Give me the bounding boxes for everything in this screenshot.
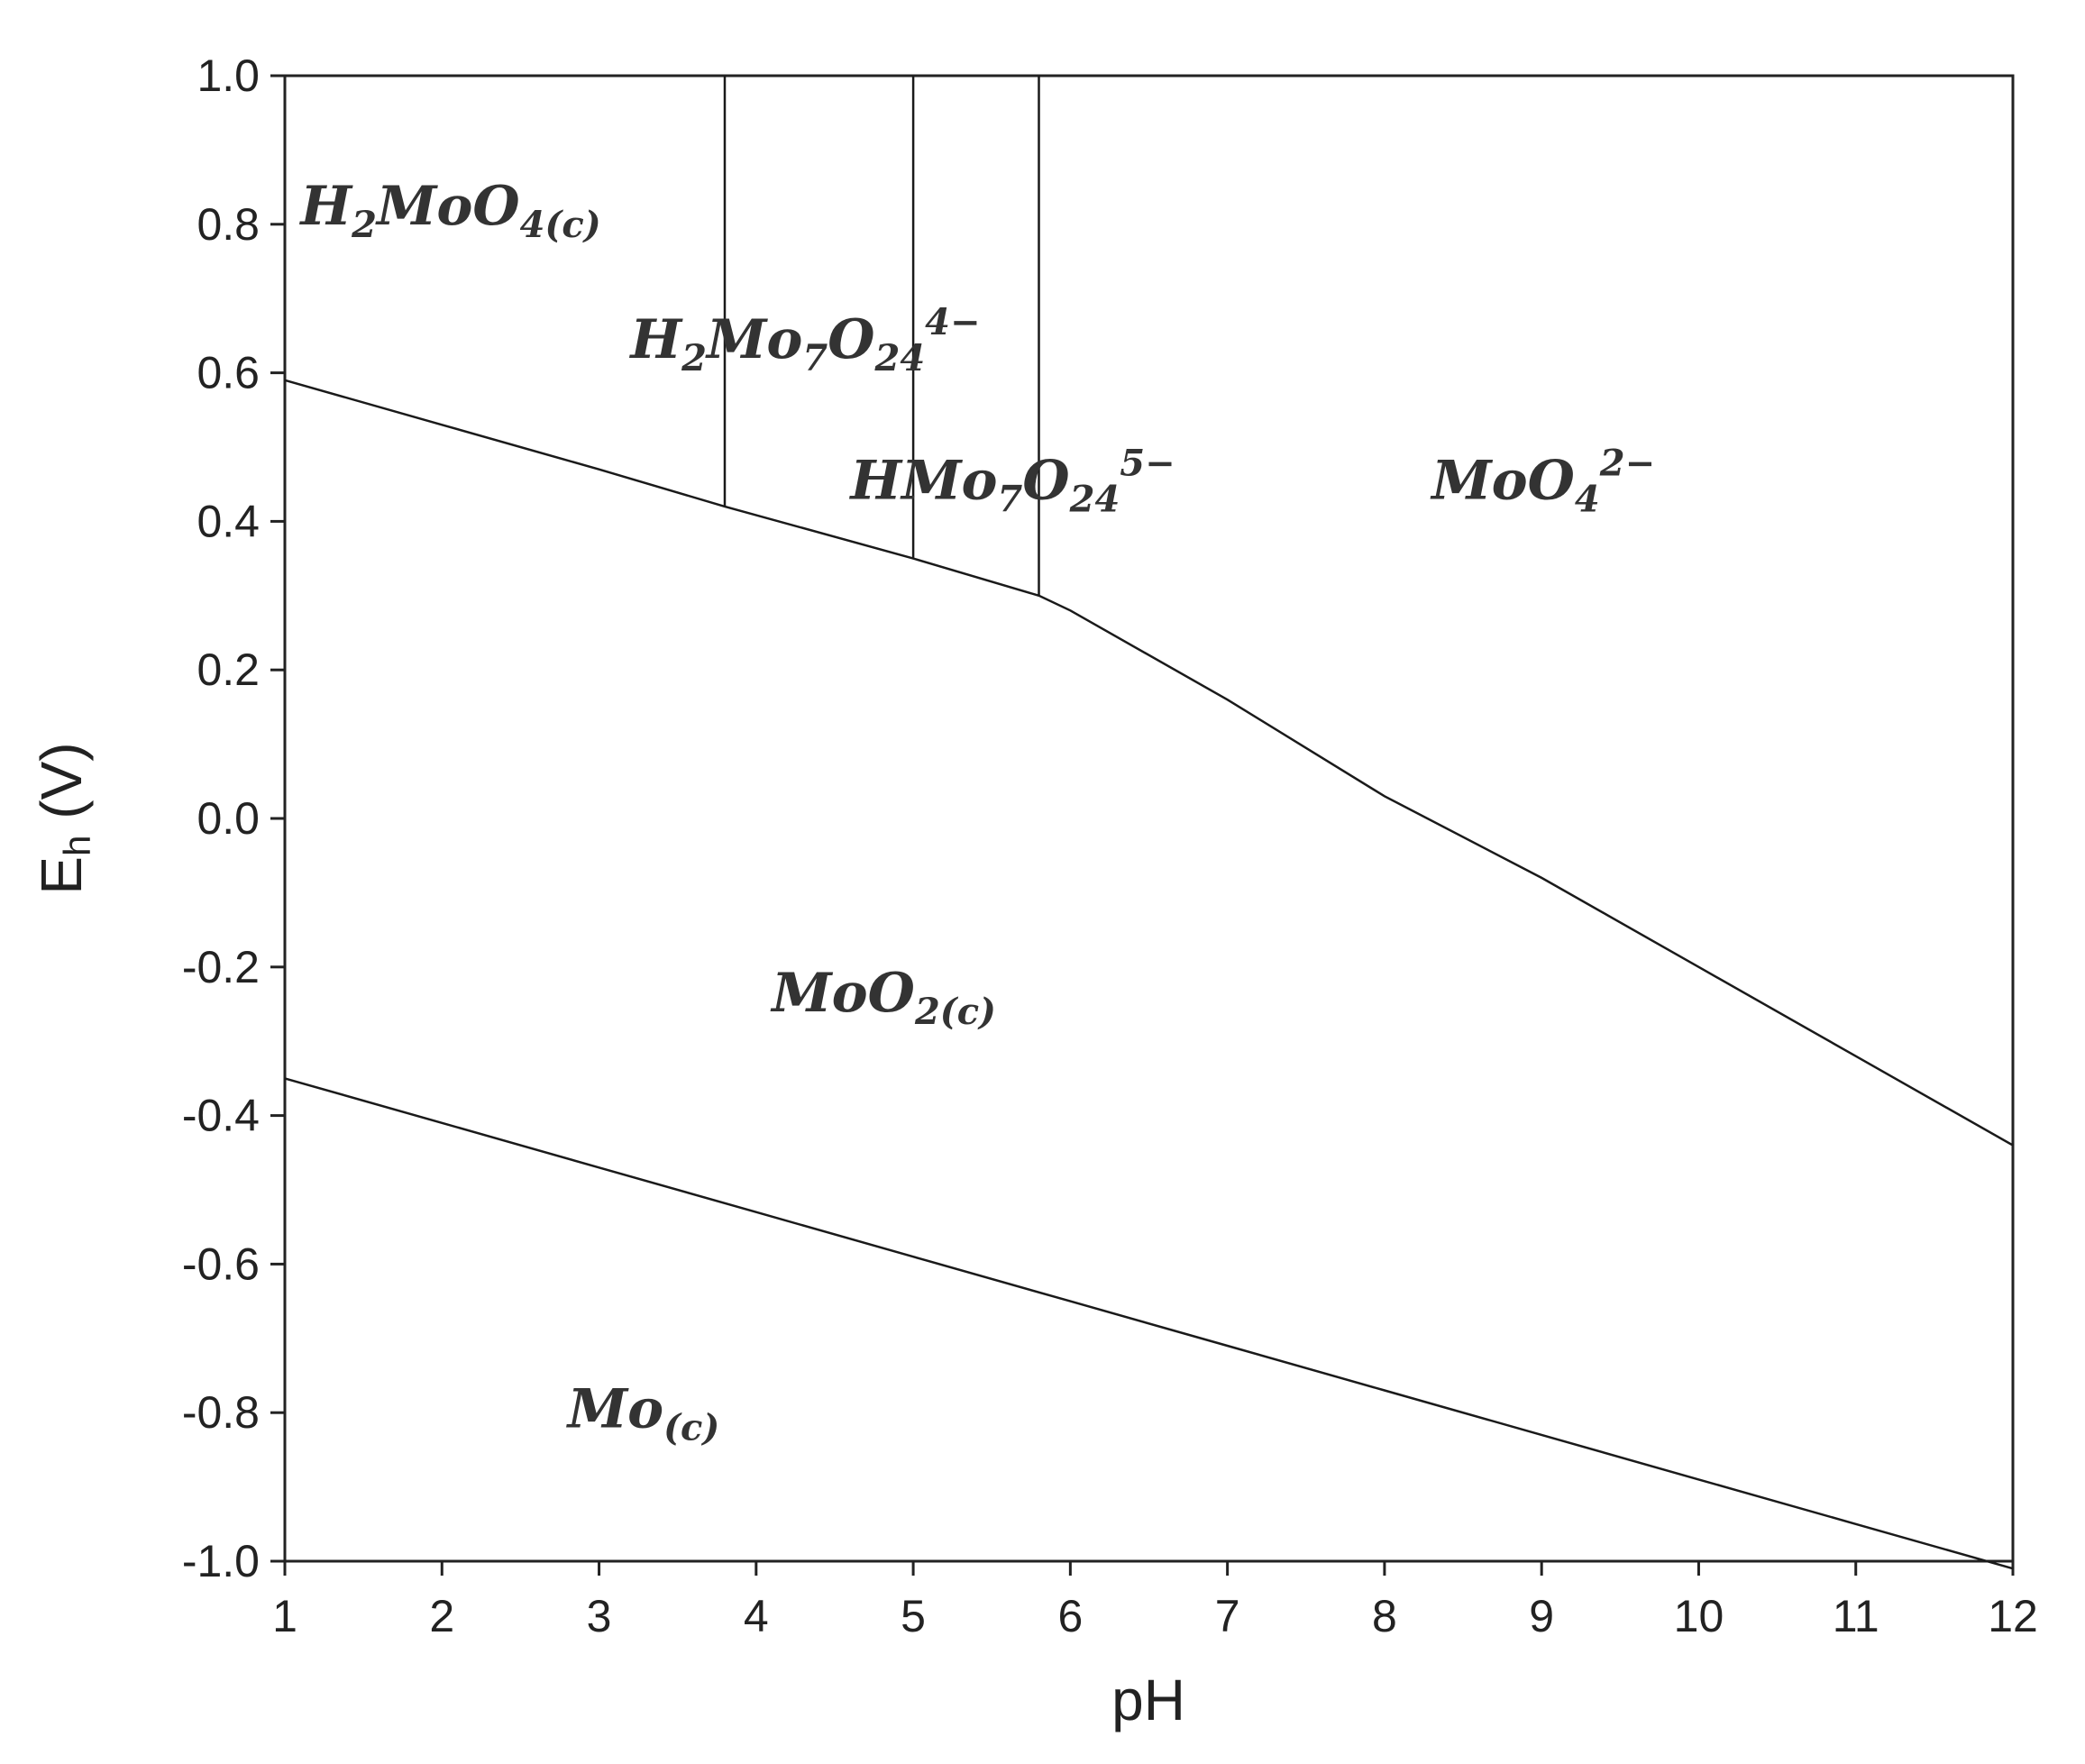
region-label-2: H2Mo7O244− xyxy=(628,301,980,379)
region-label-part: 7 xyxy=(802,337,828,379)
region-label-5: MoO2(c) xyxy=(770,962,996,1033)
x-axis-title: pH xyxy=(1111,1668,1185,1732)
y-tick-label: 0.8 xyxy=(197,199,260,250)
region-labels: H2MoO4(c)H2Mo7O244−HMo7O245− MoO42−MoO2(c… xyxy=(298,175,1655,1449)
y-tick-label: 0.0 xyxy=(197,793,260,844)
phase-boundaries xyxy=(284,76,2014,1570)
region-label-part: O xyxy=(828,308,874,371)
region-label-part: 7 xyxy=(998,479,1023,521)
y-axis-title-unit: (V) xyxy=(29,742,94,835)
region-label-part: HMo xyxy=(848,450,997,513)
y-axis-title-main: E xyxy=(29,856,94,895)
region-label-part: H xyxy=(298,175,353,238)
plot-frame xyxy=(283,74,2015,1563)
y-tick-label: 1.0 xyxy=(197,50,260,101)
region-label-part: H xyxy=(628,308,683,371)
y-tick-label: -0.2 xyxy=(182,942,260,992)
region-label-part: O xyxy=(1022,450,1069,513)
boundary-line-2 xyxy=(284,1077,2014,1570)
region-label-part: 24 xyxy=(873,337,925,379)
region-label-3: HMo7O245− xyxy=(848,443,1175,521)
x-tick-label: 7 xyxy=(1215,1591,1240,1641)
x-tick-label: 5 xyxy=(901,1591,926,1641)
x-tick-label: 11 xyxy=(1833,1591,1879,1641)
boundary-line-1 xyxy=(284,379,2014,1147)
region-label-part: 24 xyxy=(1069,479,1120,521)
x-tick-label: 1 xyxy=(272,1591,297,1641)
y-tick-label: 0.2 xyxy=(197,644,260,695)
x-tick-label: 6 xyxy=(1057,1591,1083,1641)
x-tick-label: 4 xyxy=(744,1591,769,1641)
region-label-part: MoO xyxy=(375,175,520,238)
region-label-6: Mo(c) xyxy=(566,1378,720,1449)
x-tick-label: 12 xyxy=(1988,1591,2038,1641)
region-label-part: Mo xyxy=(566,1378,663,1441)
x-tick-label: 10 xyxy=(1674,1591,1724,1641)
region-label-part: 5− xyxy=(1120,443,1175,485)
y-tick-label: -0.6 xyxy=(182,1238,260,1289)
y-tick-label: -0.4 xyxy=(182,1091,260,1141)
y-axis-title-subscript: h xyxy=(56,836,98,856)
region-label-1: H2MoO4(c) xyxy=(298,175,600,246)
y-tick-label: 0.4 xyxy=(197,496,260,546)
axis-ticks xyxy=(270,74,2015,1576)
region-label-part: MoO xyxy=(770,962,915,1025)
y-axis-title: Eh (V) xyxy=(29,742,98,894)
region-label-part: 2− xyxy=(1599,443,1655,485)
y-tick-label: -0.8 xyxy=(182,1387,260,1438)
region-label-part: 2(c) xyxy=(914,991,996,1033)
x-tick-label: 3 xyxy=(587,1591,612,1641)
x-tick-label: 2 xyxy=(429,1591,454,1641)
x-tick-label: 8 xyxy=(1372,1591,1397,1641)
region-label-part: 2 xyxy=(681,337,707,379)
region-label-part: 4(c) xyxy=(520,204,601,246)
y-tick-label: 0.6 xyxy=(197,348,260,398)
region-label-part: Mo xyxy=(705,308,802,371)
region-label-part: MoO xyxy=(1430,450,1575,513)
region-label-part: (c) xyxy=(663,1407,719,1449)
region-label-part: 4 xyxy=(1575,479,1600,521)
region-label-part: 2 xyxy=(351,204,377,246)
region-label-4: MoO42− xyxy=(1430,443,1655,521)
x-tick-label: 9 xyxy=(1529,1591,1554,1641)
y-tick-label: -1.0 xyxy=(182,1536,260,1586)
x-tick-labels: 1 2 3 4 5 6 7 8 9 10 11 12 xyxy=(272,1591,2038,1641)
y-tick-labels: 1.0 0.8 0.6 0.4 0.2 0.0 -0.2 -0.4 -0.6 -0.8 -1.0 xyxy=(182,50,260,1586)
region-label-part: 4− xyxy=(925,301,980,343)
